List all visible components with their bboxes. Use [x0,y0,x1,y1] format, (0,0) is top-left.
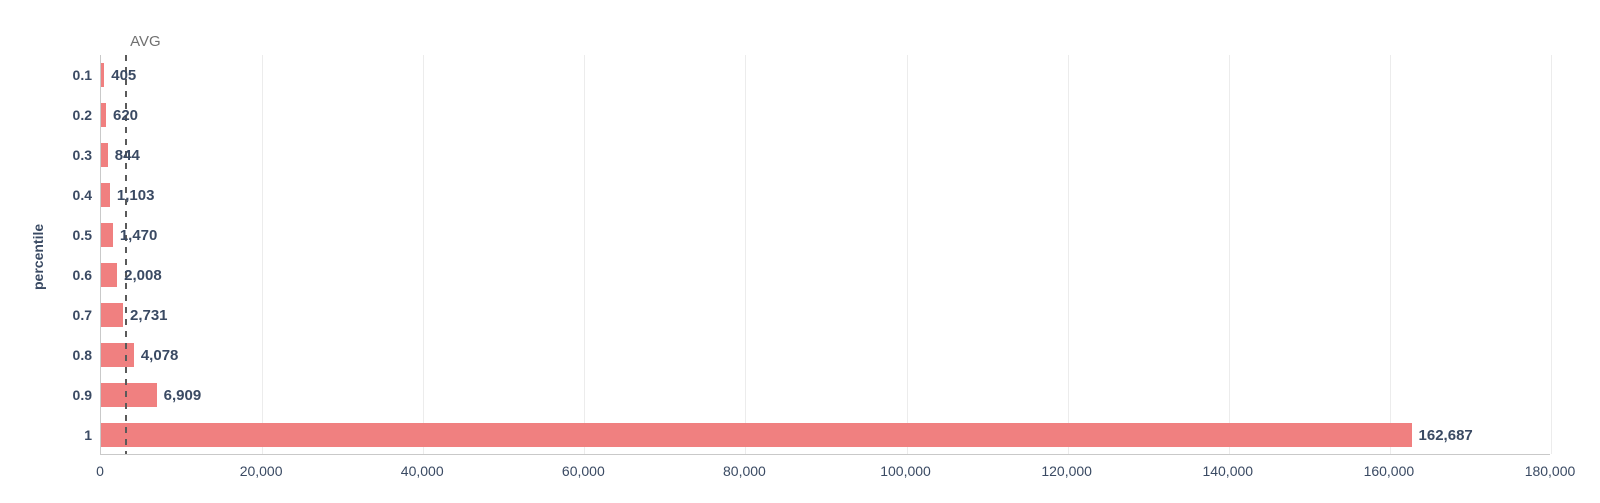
y-tick-label: 1 [62,427,92,443]
bar [101,343,134,368]
vgrid-line [262,55,263,454]
y-tick-label: 0.9 [62,387,92,403]
bar-value-label: 2,008 [124,267,162,284]
y-tick-label: 0.7 [62,307,92,323]
x-tick-label: 40,000 [382,463,462,479]
y-tick-label: 0.3 [62,147,92,163]
bar [101,143,108,168]
y-tick-label: 0.6 [62,267,92,283]
y-tick-label: 0.5 [62,227,92,243]
bar-value-label: 6,909 [164,387,202,404]
x-tick-label: 0 [60,463,140,479]
avg-label: AVG [130,33,161,50]
x-tick-label: 120,000 [1027,463,1107,479]
vgrid-line [1390,55,1391,454]
x-tick-label: 140,000 [1188,463,1268,479]
bar [101,423,1412,448]
bar-value-label: 2,731 [130,307,168,324]
x-tick-label: 20,000 [221,463,301,479]
plot-area [100,55,1550,455]
bar-value-label: 1,103 [117,187,155,204]
bar [101,223,113,248]
bar [101,383,157,408]
bar [101,263,117,288]
y-tick-label: 0.4 [62,187,92,203]
bar [101,303,123,328]
vgrid-line [584,55,585,454]
bar-value-label: 405 [111,67,136,84]
y-tick-label: 0.2 [62,107,92,123]
bar-value-label: 844 [115,147,140,164]
vgrid-line [1068,55,1069,454]
bar-value-label: 1,470 [120,227,158,244]
y-tick-label: 0.8 [62,347,92,363]
vgrid-line [1551,55,1552,454]
bar [101,183,110,208]
x-tick-label: 100,000 [866,463,946,479]
vgrid-line [1229,55,1230,454]
y-axis-title: percentile [30,224,46,290]
y-tick-label: 0.1 [62,67,92,83]
x-tick-label: 160,000 [1349,463,1429,479]
bar [101,103,106,128]
bar-value-label: 4,078 [141,347,179,364]
vgrid-line [745,55,746,454]
percentile-bar-chart: percentile AVG 0 20,000 40,000 60,000 80,000… [0,0,1600,503]
vgrid-line [423,55,424,454]
x-tick-label: 180,000 [1510,463,1590,479]
x-tick-label: 60,000 [543,463,623,479]
x-tick-label: 80,000 [704,463,784,479]
bar-value-label: 620 [113,107,138,124]
bar-value-label: 162,687 [1419,427,1473,444]
bar [101,63,104,88]
vgrid-line [907,55,908,454]
